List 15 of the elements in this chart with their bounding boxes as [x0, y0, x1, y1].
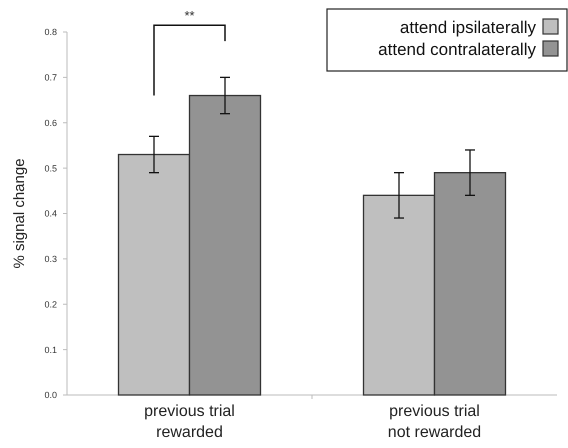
- x-tick-label: previous trial rewarded: [144, 403, 235, 441]
- y-tick-label: 0.0: [44, 390, 57, 400]
- y-tick-label: 0.6: [44, 118, 57, 128]
- y-tick-label: 0.7: [44, 72, 57, 83]
- legend-label: attend contralaterally: [378, 40, 536, 59]
- y-axis-title: % signal change: [11, 158, 28, 269]
- y-tick-label: 0.8: [44, 27, 57, 38]
- y-tick-label: 0.1: [44, 344, 57, 355]
- text: **: [184, 8, 195, 23]
- y-tick-label: 0.3: [44, 254, 57, 264]
- y-tick-label: 0.5: [44, 163, 57, 174]
- y-tick-label: 0.4: [44, 208, 57, 219]
- y-tick-label: 0.2: [44, 299, 57, 310]
- x-tick-label: previous trial not rewarded: [388, 403, 482, 441]
- legend-label: attend ipsilaterally: [400, 18, 536, 37]
